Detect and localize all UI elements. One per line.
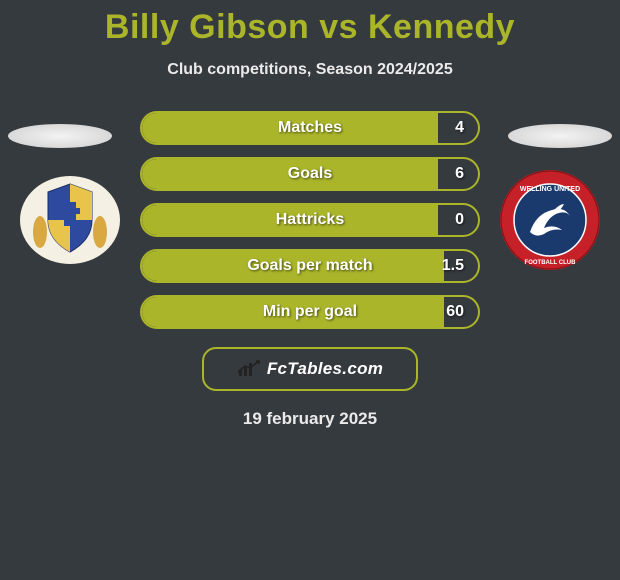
- stat-right-value: 0: [455, 211, 464, 229]
- svg-text:WELLING UNITED: WELLING UNITED: [520, 186, 580, 193]
- stat-row-matches: Matches 4: [140, 111, 480, 145]
- player-left-avatar-placeholder: [8, 124, 112, 148]
- stat-row-hattricks: Hattricks 0: [140, 203, 480, 237]
- stat-label: Goals: [288, 165, 332, 183]
- stat-label: Matches: [278, 119, 342, 137]
- stat-row-goals: Goals 6: [140, 157, 480, 191]
- stat-right-value: 60: [446, 303, 464, 321]
- branding-text: FcTables.com: [267, 359, 383, 379]
- round-crest-icon: WELLING UNITED FOOTBALL CLUB: [500, 170, 600, 270]
- stat-label: Hattricks: [276, 211, 344, 229]
- page-title: Billy Gibson vs Kennedy: [0, 0, 620, 47]
- shield-crest-icon: [20, 176, 120, 264]
- player-right-avatar-placeholder: [508, 124, 612, 148]
- stat-label: Goals per match: [247, 257, 372, 275]
- stat-row-goals-per-match: Goals per match 1.5: [140, 249, 480, 283]
- date-text: 19 february 2025: [0, 409, 620, 429]
- stat-right-value: 1.5: [442, 257, 464, 275]
- stat-label: Min per goal: [263, 303, 357, 321]
- branding-badge[interactable]: FcTables.com: [202, 347, 418, 391]
- club-crest-left: [20, 176, 120, 264]
- club-crest-right: WELLING UNITED FOOTBALL CLUB: [500, 176, 600, 264]
- stat-right-value: 4: [455, 119, 464, 137]
- bar-chart-icon: [237, 360, 261, 378]
- stat-right-value: 6: [455, 165, 464, 183]
- subtitle: Club competitions, Season 2024/2025: [0, 61, 620, 79]
- stat-row-min-per-goal: Min per goal 60: [140, 295, 480, 329]
- svg-text:FOOTBALL CLUB: FOOTBALL CLUB: [525, 260, 577, 266]
